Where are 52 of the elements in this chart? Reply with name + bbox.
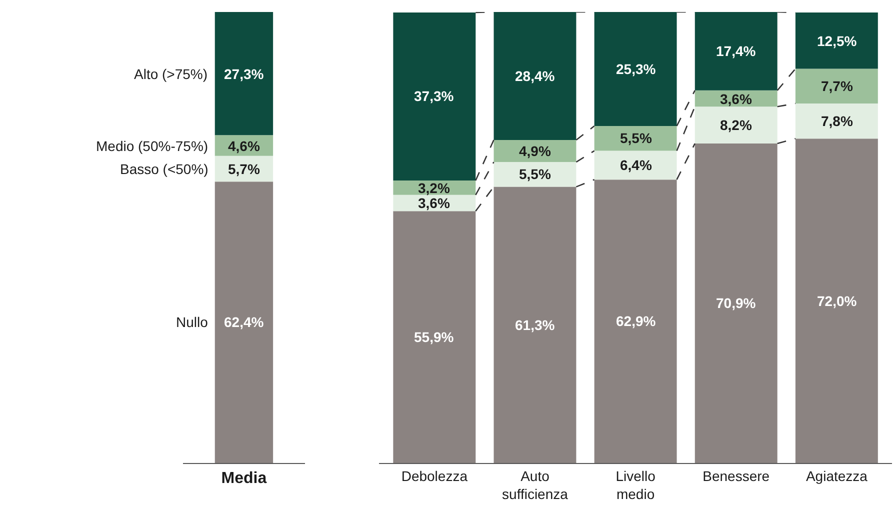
bar: [795, 12, 878, 69]
data-label: 70,9%: [716, 295, 756, 311]
data-label: 3,6%: [720, 91, 752, 107]
series-label: Nullo: [176, 314, 208, 330]
x-tick-label: Auto sufficienza: [502, 468, 568, 502]
bar: [795, 103, 878, 139]
bar: [494, 162, 576, 187]
data-label: 61,3%: [515, 317, 556, 333]
x-tick-label: Benessere: [702, 468, 770, 484]
series-label: Basso (<50%): [120, 161, 208, 177]
data-label: 62,9%: [616, 313, 656, 329]
data-label: 28,4%: [515, 68, 556, 84]
data-label: 72,0%: [817, 293, 858, 309]
data-label: 12,5%: [817, 33, 858, 49]
x-tick-label: Livello medio: [616, 468, 656, 502]
data-label: 3,6%: [418, 195, 450, 211]
bar: [214, 12, 274, 136]
data-label: 25,3%: [616, 61, 656, 77]
data-label: 62,4%: [224, 314, 264, 330]
data-label: 5,5%: [620, 130, 652, 146]
bar: [393, 12, 476, 181]
bar: [494, 12, 576, 140]
bar: [594, 126, 677, 151]
bar: [795, 138, 878, 463]
bar: [594, 180, 677, 463]
data-label: 5,5%: [519, 166, 552, 182]
data-label: 7,7%: [821, 78, 854, 94]
bar: [694, 144, 778, 463]
bar: [393, 211, 476, 463]
data-label: 8,2%: [720, 117, 752, 133]
bar: [795, 68, 878, 104]
series-label: Medio (50%-75%): [96, 138, 208, 154]
bar: [594, 12, 677, 126]
data-label: 4,9%: [519, 143, 552, 159]
bar: [694, 106, 778, 144]
x-tick-label: Debolezza: [401, 468, 468, 484]
x-tick-label: Agiatezza: [806, 468, 868, 484]
data-label: 7,8%: [821, 113, 854, 129]
data-label: 55,9%: [414, 329, 454, 345]
bar: [594, 150, 677, 180]
data-label: 5,7%: [228, 161, 260, 177]
bar: [694, 12, 778, 90]
data-label: 4,6%: [228, 138, 260, 154]
data-label: 27,3%: [224, 66, 264, 82]
data-label: 37,3%: [414, 88, 454, 104]
data-label: 6,4%: [620, 157, 652, 173]
data-label: 17,4%: [716, 43, 756, 59]
series-label: Alto (>75%): [134, 66, 208, 82]
bar: [214, 182, 274, 463]
bar: [494, 186, 576, 463]
data-label: 3,2%: [418, 180, 450, 196]
x-tick-label: Media: [221, 470, 267, 488]
